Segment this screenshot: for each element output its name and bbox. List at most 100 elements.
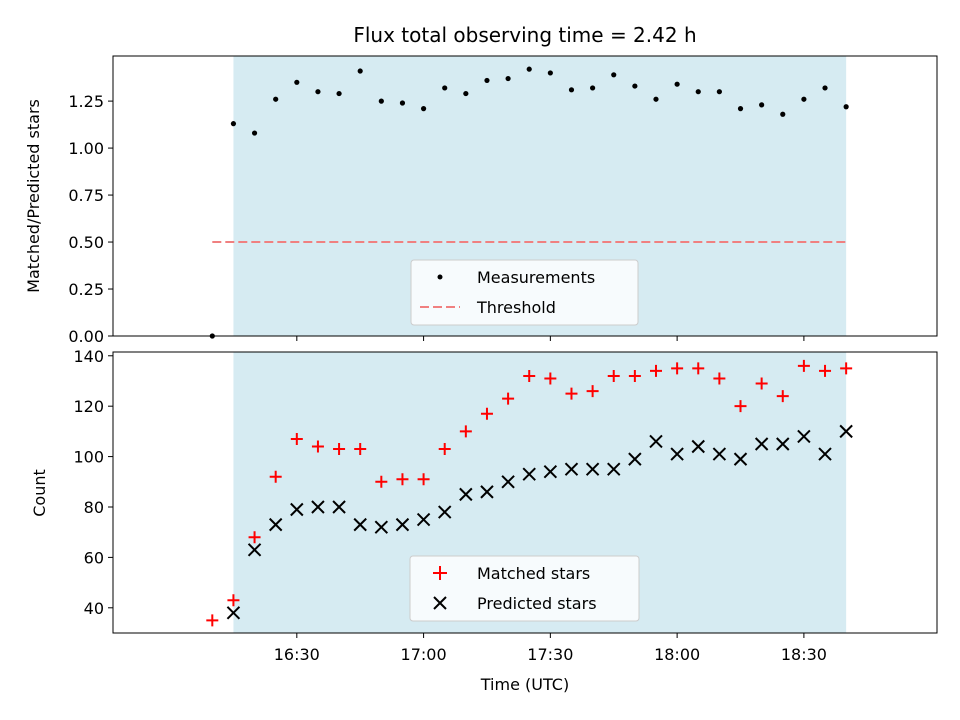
measurements-point <box>737 106 744 112</box>
predicted-stars-point <box>691 439 705 454</box>
matched-stars-point <box>480 407 493 420</box>
matched-stars-point <box>819 364 832 377</box>
matched-stars-point <box>607 369 620 382</box>
measurements-point <box>780 111 786 117</box>
matched-stars-point <box>776 390 789 403</box>
legend-threshold-label: Threshold <box>476 298 556 317</box>
y-tick-label: 1.25 <box>68 92 104 111</box>
legend-matched-label: Matched stars <box>477 564 590 583</box>
predicted-stars-point <box>416 512 431 527</box>
matched-stars-point <box>206 614 219 627</box>
matched-stars-point <box>438 443 451 456</box>
predicted-stars-point <box>839 424 853 439</box>
x-tick-label: 16:30 <box>274 645 320 664</box>
measurements-point <box>801 96 807 102</box>
measurements-point <box>632 83 638 89</box>
predicted-stars-point <box>818 447 832 461</box>
predicted-stars-point <box>585 462 600 476</box>
matched-stars-point <box>459 425 472 438</box>
top-y-ticks: 0.00 0.25 0.50 0.75 1.00 1.25 <box>68 92 113 346</box>
bottom-x-ticks: 16:30 17:00 17:30 18:00 18:30 <box>274 633 827 664</box>
predicted-stars-point <box>564 462 579 476</box>
bottom-y-ticks: 40 60 80 100 120 140 <box>73 347 113 618</box>
bottom-panel: 40 60 80 100 120 140 16:30 17:00 17:30 18:00 18:3… <box>30 347 938 694</box>
matched-stars-point <box>311 440 324 453</box>
matched-stars-point <box>333 443 346 456</box>
matched-stars-point <box>840 362 853 375</box>
matched-stars-point <box>628 369 641 382</box>
measurements-point <box>590 85 596 91</box>
matched-stars-point <box>523 369 536 382</box>
predicted-stars-point <box>501 475 515 489</box>
legend-measurements-marker <box>437 274 443 280</box>
matched-stars-point <box>290 432 303 445</box>
predicted-stars-point <box>480 485 494 499</box>
matched-stars-point <box>375 475 388 488</box>
measurement-points <box>209 66 849 339</box>
measurements-point <box>716 89 722 95</box>
matched-stars-point <box>417 473 430 486</box>
legend-measurements-label: Measurements <box>477 268 595 287</box>
measurements-point <box>822 85 828 91</box>
matched-stars-point <box>797 359 810 372</box>
top-legend-box <box>410 259 639 326</box>
x-axis-label: Time (UTC) <box>480 675 569 694</box>
predicted-stars-point <box>522 467 536 481</box>
predicted-stars-point <box>776 437 790 451</box>
predicted-stars-point <box>797 429 811 444</box>
matched-stars-point <box>565 387 578 400</box>
predicted-stars-point <box>459 487 473 502</box>
matched-stars-point <box>248 531 261 544</box>
x-tick-label: 17:00 <box>401 645 447 664</box>
top-y-axis-label: Matched/Predicted stars <box>24 99 43 293</box>
bottom-legend: Matched stars Predicted stars <box>409 555 640 622</box>
matched-stars-point <box>544 372 557 385</box>
top-plot-frame <box>112 55 938 337</box>
matched-stars-point <box>586 385 599 398</box>
measurements-point <box>230 121 237 127</box>
measurements-point <box>315 89 321 95</box>
measurements-point <box>611 72 617 78</box>
predicted-stars-point <box>438 505 452 519</box>
predicted-stars-point <box>712 447 727 461</box>
measurements-point <box>505 75 511 82</box>
predicted-stars-point <box>670 447 684 461</box>
matched-stars-point <box>396 473 409 486</box>
count-points <box>206 359 853 627</box>
matched-stars-point <box>227 594 240 607</box>
predicted-stars-point <box>543 465 558 479</box>
measurements-point <box>251 130 258 136</box>
predicted-stars-point <box>607 462 621 476</box>
y-tick-label: 100 <box>73 448 104 467</box>
matched-stars-point <box>649 364 662 377</box>
predicted-stars-point <box>733 452 748 466</box>
measurements-point <box>674 81 680 87</box>
y-tick-label: 1.00 <box>68 139 104 158</box>
predicted-stars-point <box>754 437 769 451</box>
legend-predicted-marker <box>433 596 447 610</box>
bottom-legend-box <box>409 555 640 622</box>
measurements-point <box>526 66 532 72</box>
measurements-point <box>759 102 765 108</box>
measurements-point <box>378 98 384 104</box>
measurements-point <box>420 106 427 112</box>
matched-stars-point <box>354 443 367 456</box>
x-tick-label: 17:30 <box>527 645 573 664</box>
predicted-stars-point <box>332 500 346 514</box>
matched-stars-point <box>269 470 282 483</box>
chart-title: Flux total observing time = 2.42 h <box>353 23 696 47</box>
measurements-point <box>568 87 575 93</box>
matched-stars-point <box>502 392 515 405</box>
y-tick-label: 120 <box>73 397 104 416</box>
matched-stars-point <box>671 362 684 375</box>
measurements-point <box>653 96 659 102</box>
predicted-stars-point <box>628 452 642 466</box>
predicted-stars-point <box>395 517 410 532</box>
measurements-point <box>294 79 300 85</box>
x-tick-label: 18:00 <box>654 645 700 664</box>
x-tick-label: 18:30 <box>781 645 827 664</box>
predicted-stars-point <box>311 500 325 514</box>
y-tick-label: 60 <box>84 548 104 567</box>
predicted-stars-point <box>374 520 389 534</box>
